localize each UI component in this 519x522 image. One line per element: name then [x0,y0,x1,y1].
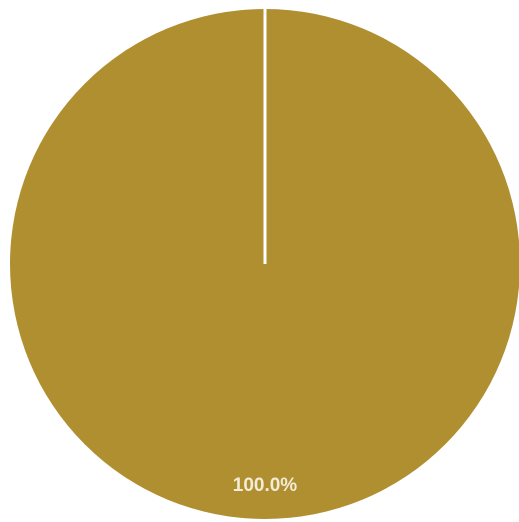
slice-label-100-percent: 100.0% [233,475,298,496]
